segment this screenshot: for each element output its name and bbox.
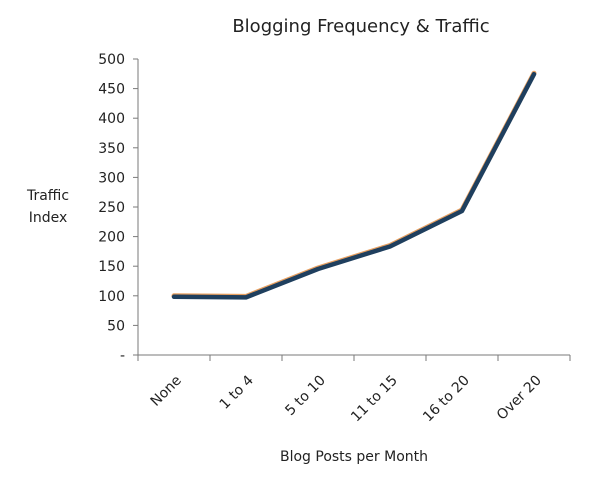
y-tick-label: 100 xyxy=(98,289,125,305)
plot-area: - 50 100 150 200 250 300 350 400 450 500 None 1 to 4… xyxy=(98,52,571,426)
y-tick-label: 150 xyxy=(98,259,125,275)
y-axis-title-line-1: Traffic xyxy=(26,188,69,204)
y-tick-label: 250 xyxy=(98,200,125,216)
series-line-underlay xyxy=(171,70,537,299)
x-tick-label: 5 to 10 xyxy=(282,373,328,419)
x-tick-label: 1 to 4 xyxy=(217,372,257,412)
y-tick-label: 300 xyxy=(98,170,125,186)
x-tick-label: None xyxy=(148,373,185,410)
x-tick-label: Over 20 xyxy=(494,373,545,424)
y-tick-label: - xyxy=(120,348,125,364)
y-axis-title: Traffic Index xyxy=(26,188,69,226)
y-tick-label: 350 xyxy=(98,141,125,157)
y-axis-title-line-2: Index xyxy=(29,210,68,226)
chart-title: Blogging Frequency & Traffic xyxy=(232,16,489,37)
y-tick-label: 400 xyxy=(98,111,125,127)
y-tick-label: 500 xyxy=(98,52,125,68)
y-tick-label: 50 xyxy=(107,318,125,334)
x-tick-label: 16 to 20 xyxy=(420,373,473,426)
y-tick-label: 200 xyxy=(98,230,125,246)
x-tick-label: 11 to 15 xyxy=(348,373,401,426)
series-line xyxy=(171,71,537,300)
y-tick-label: 450 xyxy=(98,82,125,98)
x-axis-title: Blog Posts per Month xyxy=(280,449,428,465)
